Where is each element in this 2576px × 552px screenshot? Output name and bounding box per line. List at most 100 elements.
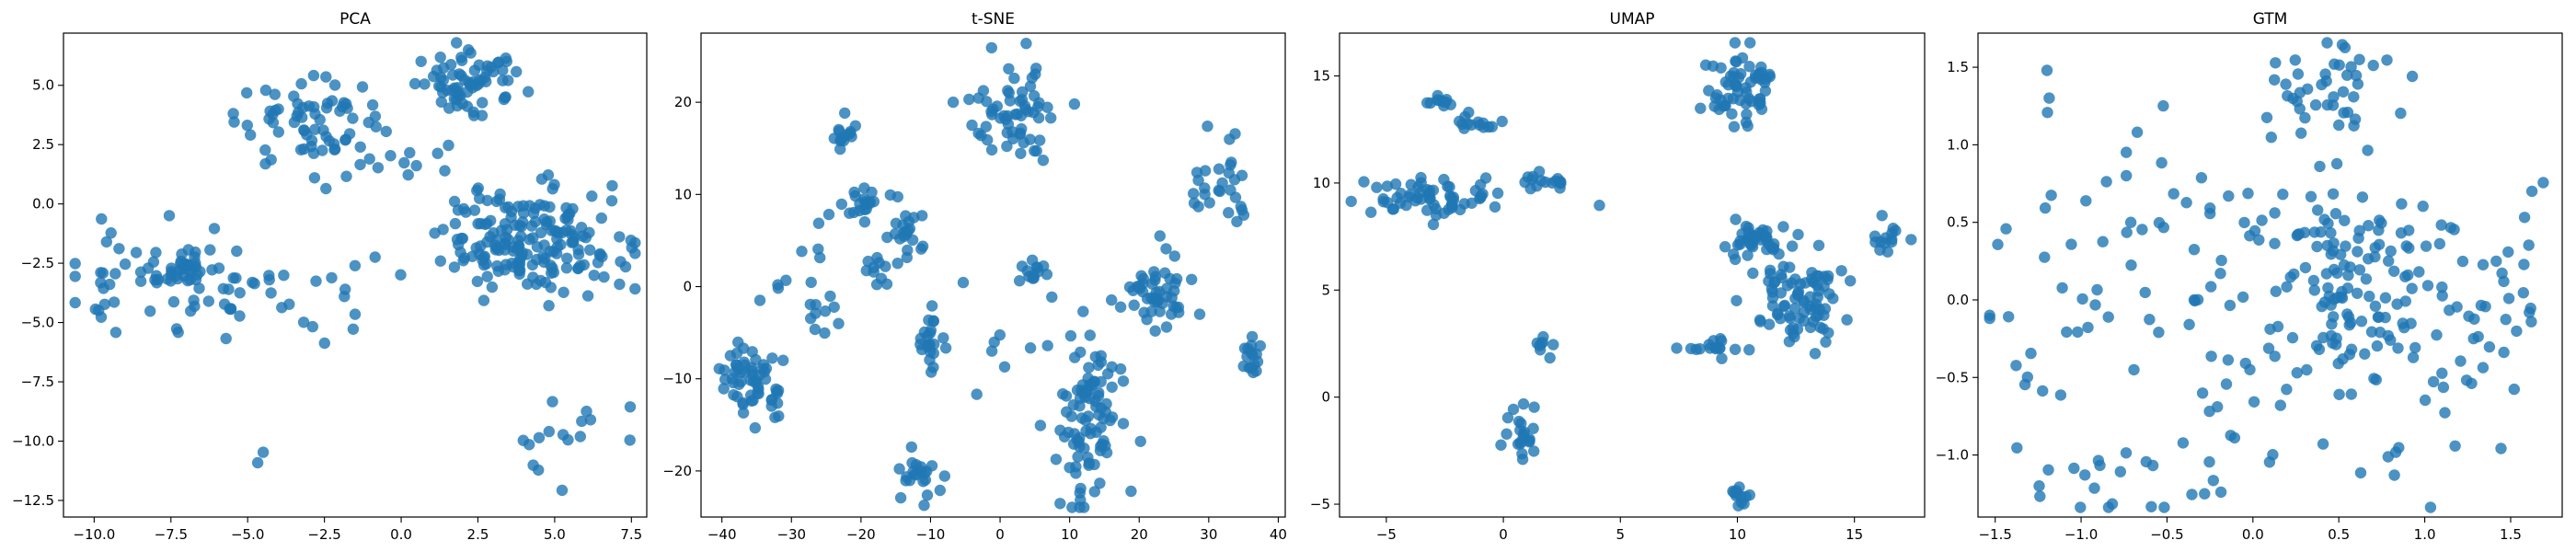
scatter-point [2406,282,2418,294]
scatter-point [98,282,109,294]
x-tick-label: 1.0 [2414,526,2436,543]
scatter-point [1501,411,1514,424]
y-tick-label: 2.5 [32,136,54,153]
scatter-point [498,93,510,106]
scatter-point [1088,486,1101,498]
scatter-point [2409,341,2421,354]
scatter-point [349,308,362,320]
scatter-point [1984,312,1995,325]
scatter-point [923,314,935,327]
scatter-point [437,86,449,98]
scatter-point [971,388,983,400]
scatter-point [227,272,239,284]
scatter-plot-area [1984,37,2549,513]
scatter-point [1992,238,2004,250]
scatter-point [1032,111,1045,124]
scatter-point [366,98,379,111]
scatter-point [812,217,825,229]
scatter-point [2339,214,2351,226]
subplot-pca: PCA −10.0 −7.5 −5.0 −2.5 0.0 2.5 5.0 7.5−12.5−1… [12,10,648,543]
scatter-point [1879,237,1891,249]
scatter-point [349,259,362,271]
y-tick-label: −10.0 [12,432,54,449]
scatter-point [2045,190,2057,201]
scatter-point [2097,236,2109,247]
scatter-point [543,300,555,312]
scatter-point [2341,106,2354,119]
scatter-point [320,71,332,83]
scatter-point [2537,177,2549,189]
scatter-point [2124,216,2137,228]
scatter-point [228,116,240,128]
scatter-point [2158,501,2170,513]
scatter-point [150,270,163,282]
scatter-point [259,84,272,97]
scatter-point [217,282,229,294]
scatter-point [2291,229,2303,242]
scatter-point [576,415,588,428]
scatter-point [2369,250,2381,263]
y-tick-label: 0 [683,279,692,295]
scatter-point [452,82,464,94]
scatter-point [2291,367,2303,379]
scatter-point [1761,225,1773,237]
axes-frame [1339,32,1926,518]
scatter-point [572,244,584,256]
scatter-point [2362,144,2374,156]
scatter-point [1743,344,1755,356]
scatter-point [2337,86,2350,98]
scatter-point [2305,190,2317,202]
scatter-point [2495,443,2507,454]
scatter-point [1154,305,1166,317]
scatter-point [550,225,562,237]
scatter-point [2451,301,2463,313]
scatter-point [2333,59,2345,71]
scatter-point [265,287,277,299]
scatter-point [2121,226,2133,238]
scatter-point [525,220,538,232]
scatter-point [307,69,320,82]
scatter-point [1730,213,1742,225]
scatter-point [1905,234,1917,246]
scatter-point [1527,170,1539,183]
y-tick-label: 0.5 [1947,214,1969,231]
scatter-point [1024,80,1037,93]
subplot-tsne: t-SNE −40 −30 −20 −10 0 10 20 30 40 −20 −10 0 10 20 [662,10,1287,543]
scatter-point [731,390,743,403]
scatter-point [2188,244,2201,256]
scatter-point [535,226,547,239]
scatter-point [523,439,535,451]
scatter-point [2427,375,2440,388]
scatter-point [544,246,557,258]
scatter-point [339,283,351,295]
scatter-point [415,55,427,67]
scatter-point [1454,203,1466,216]
scatter-point [434,52,446,63]
scatter-point [2269,74,2281,86]
scatter-point [2270,57,2282,69]
scatter-point [2269,207,2281,219]
scatter-point [477,259,490,271]
scatter-point [2449,440,2461,452]
scatter-point [1489,201,1501,213]
scatter-point [1002,85,1014,97]
scatter-point [824,290,836,303]
scatter-point [1202,121,1213,132]
scatter-point [2061,326,2073,339]
scatter-point [2349,113,2362,125]
scatter-point [574,431,586,443]
scatter-point [175,255,187,268]
scatter-point [1427,218,1440,231]
scatter-point [1082,410,1095,422]
scatter-point [1387,203,1400,215]
scatter-point [1041,269,1053,281]
scatter-point [172,327,184,339]
scatter-point [356,81,369,93]
scatter-point [975,130,987,142]
scatter-point [985,41,998,54]
scatter-point [178,270,190,282]
scatter-point [2448,224,2460,236]
scatter-point [2292,68,2305,80]
scatter-point [499,264,511,276]
scatter-point [2269,351,2281,362]
